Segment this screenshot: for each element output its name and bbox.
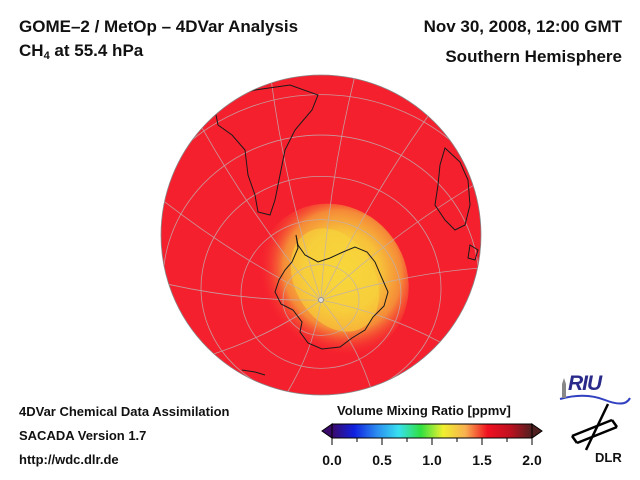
globe-outline — [160, 74, 482, 396]
riu-logo-text: RIU — [568, 372, 602, 395]
latitude-line — [161, 94, 481, 395]
datetime-label: Nov 30, 2008, 12:00 GMT — [423, 17, 622, 36]
colorbar-ticks — [331, 438, 533, 445]
meridian-line — [320, 115, 429, 301]
footer-line-1: 4DVar Chemical Data Assimilation — [19, 404, 230, 419]
footer-url[interactable]: http://wdc.dlr.de — [19, 452, 119, 467]
colorbar-tick-label: 1.5 — [472, 452, 492, 468]
meridian-line — [320, 78, 355, 301]
dlr-logo-icon — [570, 403, 619, 451]
riu-logo-wave-icon — [559, 394, 631, 405]
coastline-africa — [434, 147, 471, 231]
colorbar-bar — [331, 423, 533, 439]
meridian-line — [213, 299, 322, 355]
species-subscript: 4 — [43, 50, 50, 62]
plot-title: GOME–2 / MetOp – 4DVar Analysis — [19, 17, 299, 36]
coastline-madagascar — [467, 244, 479, 261]
colorbar-tick-label: 2.0 — [522, 452, 542, 468]
coastline-south-america — [214, 84, 319, 216]
meridian-line — [320, 299, 441, 343]
colorbar-title: Volume Mixing Ratio [ppmv] — [337, 403, 511, 418]
dlr-logo-text: DLR — [595, 450, 622, 465]
latitude-line — [240, 219, 402, 369]
riu-logo-cathedral-icon — [562, 378, 566, 398]
colorbar-extend-high — [531, 423, 543, 439]
meridian-line — [287, 299, 322, 392]
colorbar-extend-low — [321, 423, 333, 439]
meridian-line — [201, 127, 322, 301]
colorbar-tick-label: 0.5 — [372, 452, 392, 468]
latitude-line — [200, 175, 442, 395]
meridian-line — [320, 185, 474, 301]
footer-line-2: SACADA Version 1.7 — [19, 428, 147, 443]
species-name: CH — [19, 41, 44, 60]
meridian-line — [320, 267, 478, 301]
meridian-line — [168, 284, 322, 301]
coastline-antarctica — [274, 234, 389, 350]
coastline-australia-edge — [241, 369, 266, 376]
colorbar-tick-label: 0.0 — [322, 452, 342, 468]
species-level-label: CH4 at 55.4 hPa — [19, 41, 143, 62]
pressure-level: at 55.4 hPa — [49, 41, 144, 60]
south-pole-marker — [318, 297, 324, 303]
region-label: Southern Hemisphere — [445, 47, 622, 66]
meridian-line — [164, 201, 322, 301]
meridian-line — [271, 82, 322, 301]
coastlines — [214, 84, 479, 376]
meridian-line — [320, 299, 371, 388]
colorbar-tick-label: 1.0 — [422, 452, 442, 468]
